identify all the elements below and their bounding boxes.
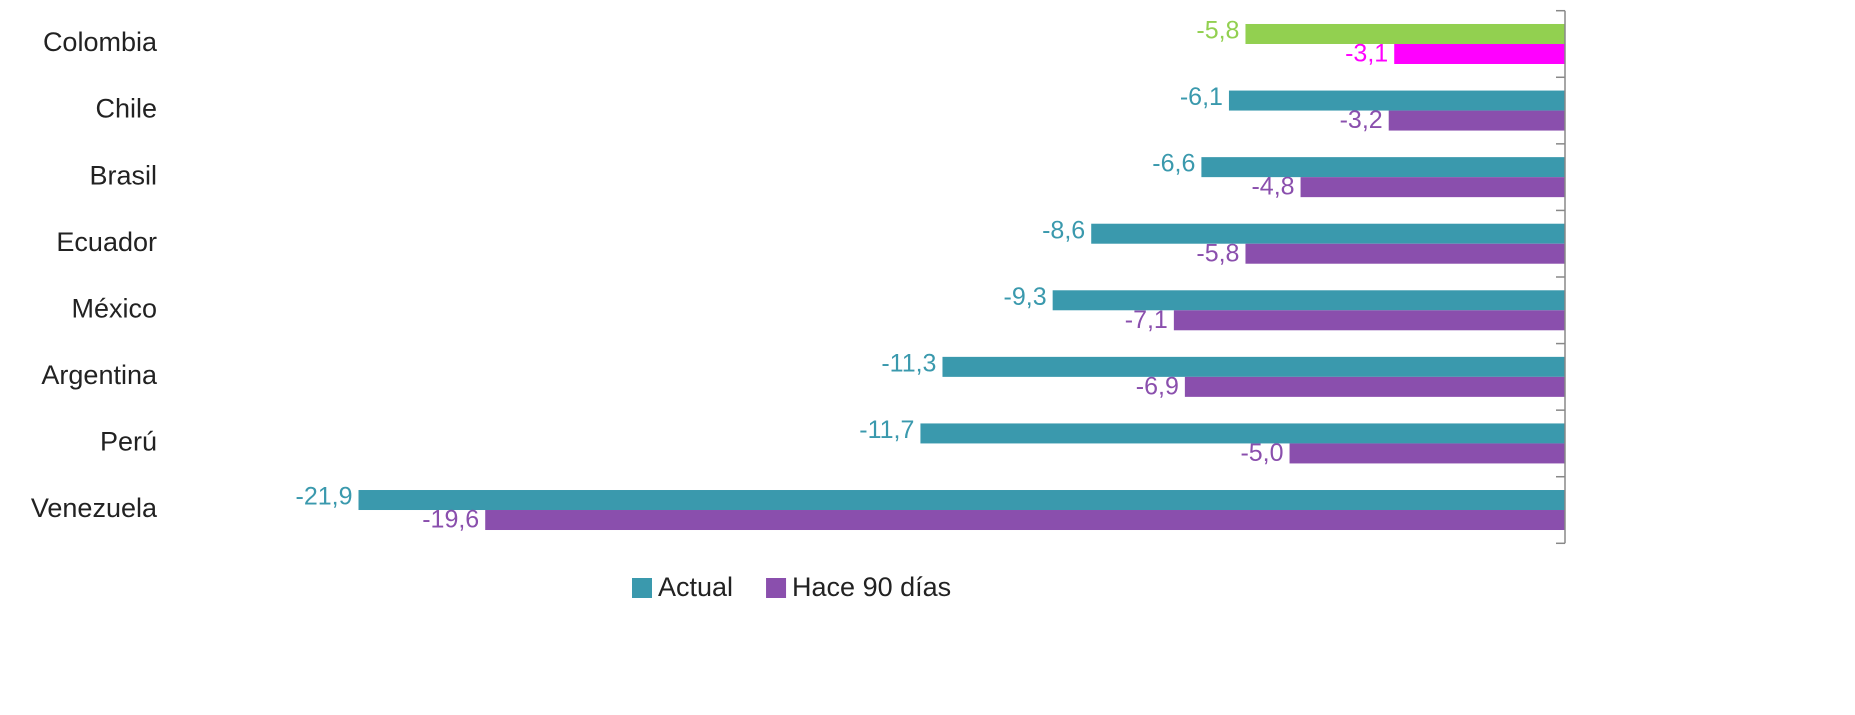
legend-label: Hace 90 días	[792, 572, 951, 602]
value-label: -21,9	[296, 483, 353, 511]
value-label: -11,3	[881, 349, 936, 377]
category-label: Ecuador	[56, 227, 157, 257]
category-label: Argentina	[41, 360, 158, 390]
category-label: Colombia	[43, 27, 158, 57]
bar	[1394, 43, 1565, 64]
bar	[1245, 23, 1565, 44]
value-label: -5,8	[1196, 17, 1239, 45]
legend-swatch	[632, 578, 652, 598]
bar	[1300, 177, 1565, 198]
bar	[942, 356, 1565, 377]
value-label: -6,6	[1152, 150, 1195, 178]
bar	[358, 490, 1566, 511]
value-label: -3,1	[1345, 40, 1388, 68]
category-label: Perú	[100, 427, 157, 457]
value-label: -3,2	[1340, 106, 1383, 134]
bar	[1173, 310, 1565, 331]
value-label: -7,1	[1125, 306, 1168, 334]
category-label: Venezuela	[31, 493, 158, 523]
bar	[485, 510, 1566, 531]
bar	[1289, 443, 1565, 464]
legend-swatch	[766, 578, 787, 598]
value-label: -6,1	[1180, 83, 1223, 111]
value-label: -8,6	[1042, 216, 1085, 244]
bar	[1388, 110, 1565, 131]
value-label: -4,8	[1251, 173, 1294, 201]
bar	[1184, 376, 1565, 397]
category-label: Chile	[95, 94, 157, 124]
category-label: Brasil	[89, 160, 157, 190]
value-label: -5,0	[1240, 439, 1283, 467]
value-label: -9,3	[1004, 283, 1047, 311]
bar	[1228, 90, 1565, 111]
bar	[1052, 290, 1565, 311]
value-label: -5,8	[1196, 239, 1239, 267]
bar	[1245, 243, 1565, 264]
value-label: -19,6	[422, 506, 479, 534]
legend-label: Actual	[658, 572, 733, 602]
bar	[1091, 223, 1565, 244]
value-label: -6,9	[1136, 372, 1179, 400]
value-label: -11,7	[859, 416, 914, 444]
bar	[920, 423, 1565, 444]
bar	[1201, 157, 1565, 178]
category-label: México	[71, 293, 157, 323]
